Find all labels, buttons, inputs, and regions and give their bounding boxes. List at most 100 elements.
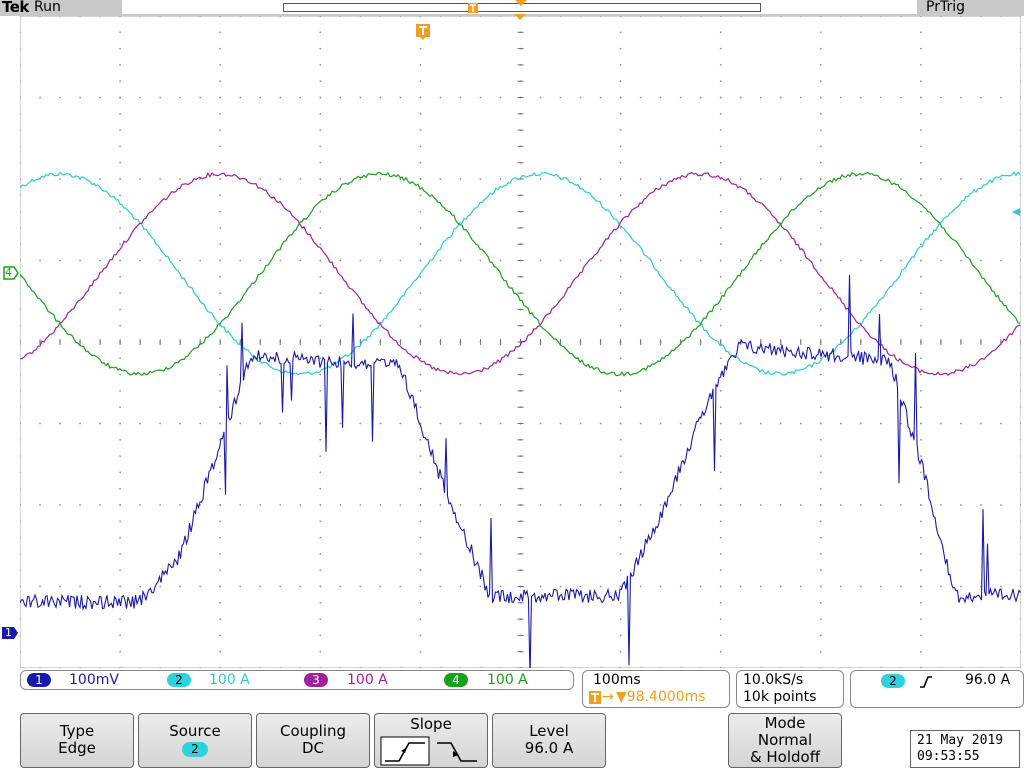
grid-dot <box>859 667 862 668</box>
grid-dot <box>20 96 21 99</box>
grid-dot <box>219 210 222 213</box>
waveform-display[interactable] <box>20 16 1021 668</box>
grid-dot <box>920 520 922 523</box>
trigger-time-marker-icon[interactable] <box>416 24 430 40</box>
ch4-waveform <box>20 171 1021 377</box>
grid-dot <box>119 487 121 490</box>
grid-dot <box>119 455 121 457</box>
ch3-badge[interactable]: 3 <box>304 673 328 687</box>
grid-dot <box>419 324 422 327</box>
menu-slope-button[interactable]: Slope <box>374 713 488 768</box>
ch2-badge[interactable]: 2 <box>167 673 191 687</box>
grid-dot <box>559 585 562 588</box>
grid-dot <box>419 390 422 392</box>
grid-dot <box>940 178 942 180</box>
grid-dot <box>759 504 762 506</box>
menu-coupling-button[interactable]: Coupling DC <box>256 713 370 768</box>
grid-dot <box>279 422 282 425</box>
grid-dot <box>399 259 402 262</box>
grid-dot <box>119 129 121 131</box>
grid-dot <box>39 16 41 17</box>
grid-dot <box>139 16 142 17</box>
trigger-t-icon <box>589 691 601 704</box>
ch1-badge[interactable]: 1 <box>27 673 51 687</box>
grid-dot <box>920 292 922 294</box>
grid-dot <box>960 422 962 425</box>
grid-dot <box>399 667 402 668</box>
grid-dot <box>20 324 21 327</box>
grid-dot <box>539 16 542 17</box>
grid-dot <box>20 373 21 376</box>
grid-dot <box>319 438 322 441</box>
grid-dot <box>439 422 442 425</box>
grid-dot <box>199 96 202 99</box>
grid-dot <box>940 422 942 425</box>
menu-source-button[interactable]: Source 2 <box>138 713 252 768</box>
grid-dot <box>719 161 722 164</box>
grid-dot <box>219 536 222 539</box>
grid-dot <box>159 504 162 506</box>
ch4-ground-marker-icon[interactable] <box>3 266 19 280</box>
timebase-readout[interactable]: 100ms → ▼98.4000ms <box>582 670 730 708</box>
grid-dot <box>559 259 562 262</box>
grid-dot <box>119 618 121 620</box>
grid-dot <box>619 324 622 327</box>
grid-dot <box>920 601 922 604</box>
grid-dot <box>279 585 282 588</box>
grid-dot <box>899 667 902 668</box>
menu-type-button[interactable]: Type Edge <box>20 713 134 768</box>
grid-dot <box>319 64 322 66</box>
grid-dot <box>59 178 61 180</box>
grid-dot <box>419 536 422 539</box>
grid-dot <box>419 129 422 131</box>
grid-dot <box>119 227 121 229</box>
grid-dot <box>819 145 822 148</box>
grid-dot <box>219 112 222 115</box>
grid-dot <box>419 178 422 180</box>
grid-dot <box>479 585 482 588</box>
grid-dot <box>319 227 322 229</box>
menu-level-button[interactable]: Level 96.0 A <box>492 713 606 768</box>
acquisition-readout[interactable]: 10.0kS/s 10k points <box>736 670 844 708</box>
grid-dot <box>719 308 722 311</box>
grid-dot <box>1020 650 1021 653</box>
grid-dot <box>859 504 862 506</box>
grid-dot <box>339 422 342 425</box>
grid-dot <box>960 96 962 99</box>
ch4-badge[interactable]: 4 <box>444 673 468 687</box>
ch1-ground-marker-icon[interactable] <box>1 626 19 640</box>
grid-dot <box>659 259 662 262</box>
menu-mode-button[interactable]: Mode Normal & Holdoff <box>728 713 842 768</box>
grid-dot <box>319 275 322 278</box>
grid-dot <box>59 259 61 262</box>
menu-coupling-value: DC <box>301 739 325 757</box>
grid-dot <box>1020 406 1021 409</box>
grid-dot <box>20 650 21 653</box>
grid-dot <box>819 324 822 327</box>
grid-dot <box>920 487 922 490</box>
grid-dot <box>960 259 962 262</box>
grid-dot <box>579 585 582 588</box>
menu-mode-value1: Normal <box>757 731 813 749</box>
trigger-source-badge: 2 <box>881 674 905 688</box>
grid-dot <box>719 357 722 360</box>
grid-dot <box>1020 357 1021 360</box>
grid-dot <box>960 178 962 180</box>
grid-dot <box>119 292 121 294</box>
grid-dot <box>319 520 322 523</box>
grid-dot <box>920 357 922 360</box>
grid-dot <box>719 487 722 490</box>
grid-dot <box>1020 455 1021 457</box>
grid-dot <box>20 618 21 620</box>
grid-dot <box>119 259 121 262</box>
grid-dot <box>920 112 922 115</box>
grid-dot <box>219 357 222 360</box>
grid-dot <box>259 504 262 506</box>
run-state: Run <box>34 0 61 15</box>
trigger-readout[interactable]: 2 96.0 A <box>850 670 1024 708</box>
grid-dot <box>639 667 642 668</box>
grid-dot <box>980 16 982 17</box>
grid-dot <box>819 601 822 604</box>
grid-dot <box>739 504 742 506</box>
grid-dot <box>619 129 622 131</box>
